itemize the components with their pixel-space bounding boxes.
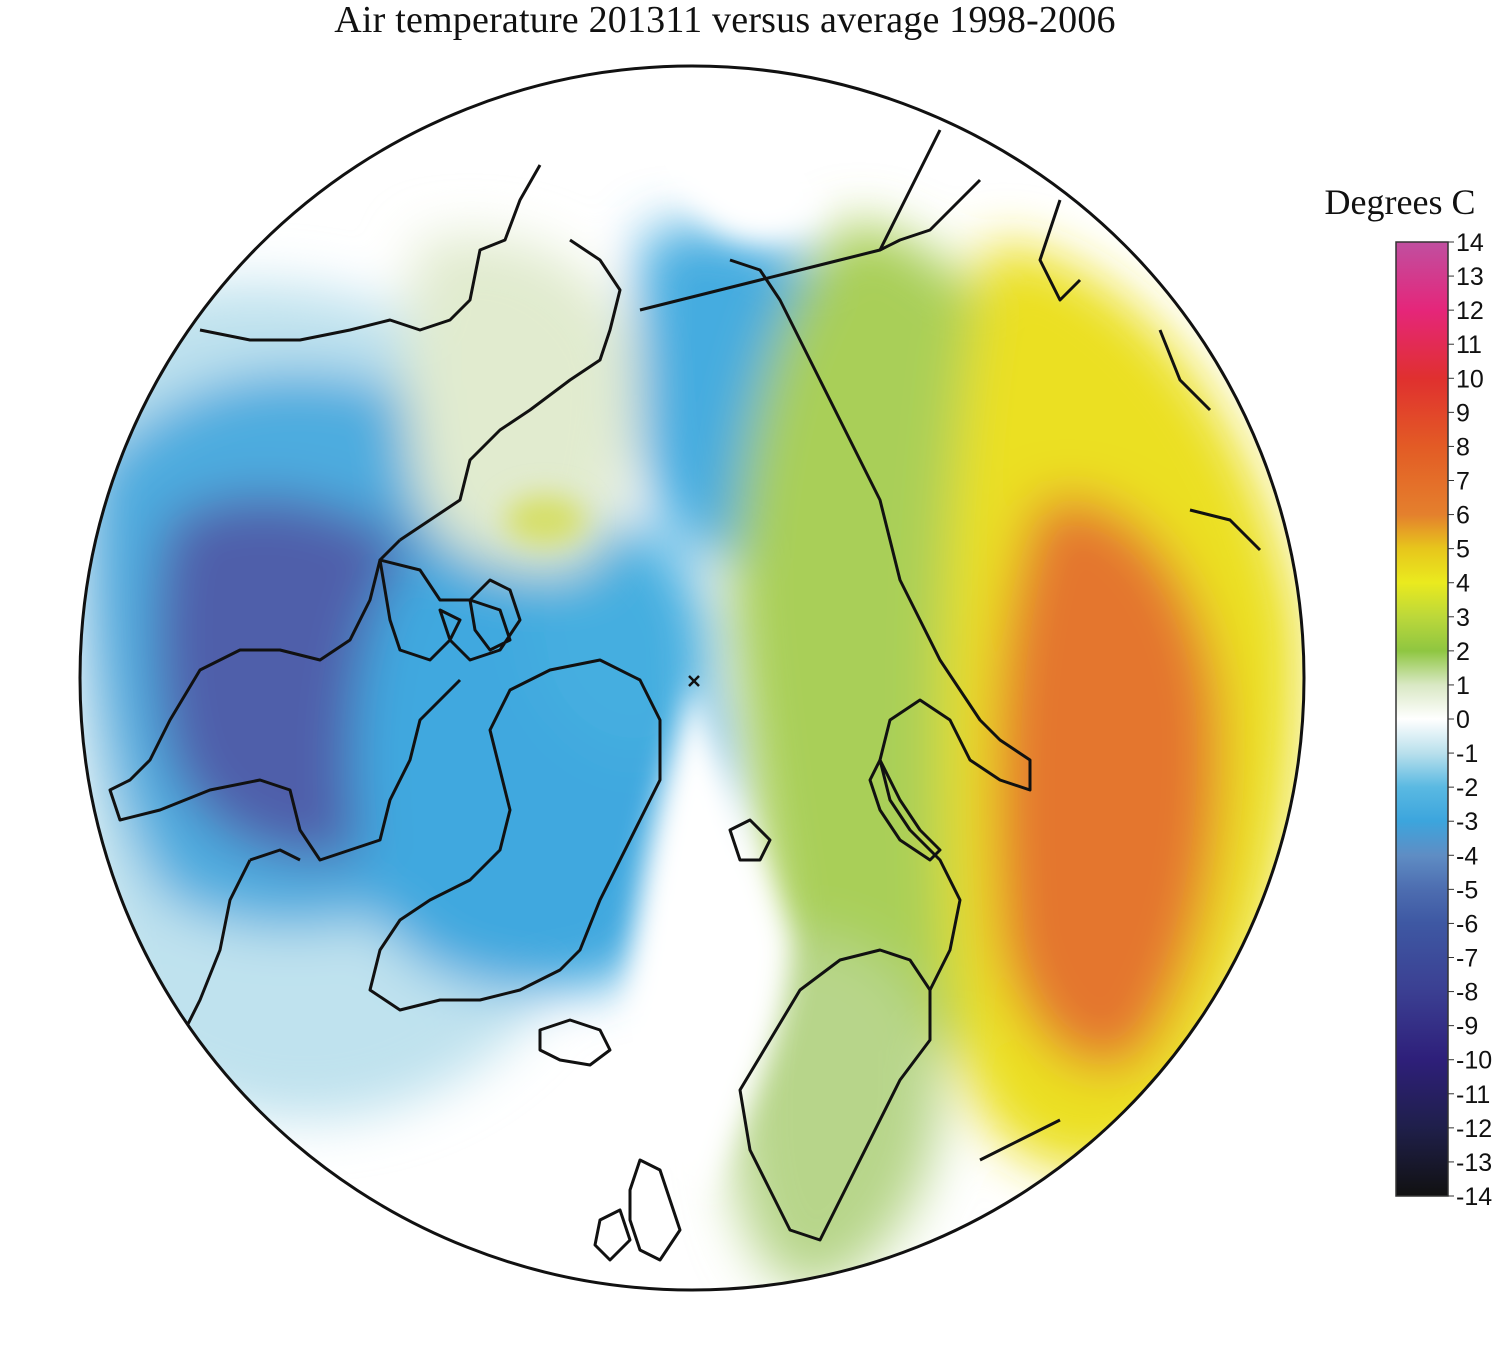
colorbar-tick-label: 4 bbox=[1456, 570, 1470, 598]
colorbar-tick-label: -12 bbox=[1456, 1115, 1492, 1143]
colorbar-tick-label: 10 bbox=[1456, 365, 1484, 393]
map-boundary bbox=[78, 64, 1306, 1292]
coastline-canada bbox=[108, 538, 462, 862]
coastline-svalbard bbox=[728, 818, 772, 862]
colorbar-tick-label: 7 bbox=[1456, 468, 1470, 496]
coastline-russia bbox=[729, 258, 1032, 991]
coastline-british-isles bbox=[593, 1158, 682, 1262]
colorbar: 14131211109876543210-1-2-3-4-5-6-7-8-9-1… bbox=[1395, 230, 1492, 1210]
colorbar-tick-label: -6 bbox=[1456, 910, 1478, 938]
coastline-alaska bbox=[199, 164, 622, 542]
region-orange-core bbox=[994, 496, 1222, 1069]
colorbar-tick-label: 12 bbox=[1456, 297, 1484, 325]
colorbar-ticks: 14131211109876543210-1-2-3-4-5-6-7-8-9-1… bbox=[1448, 230, 1492, 1210]
colorbar-tick-label: 14 bbox=[1456, 230, 1484, 257]
colorbar-tick-label: -8 bbox=[1456, 979, 1478, 1007]
colorbar-tick-label: 13 bbox=[1456, 263, 1484, 291]
colorbar-tick-label: -14 bbox=[1456, 1183, 1492, 1210]
colorbar-gradient bbox=[1395, 241, 1449, 1197]
legend-title: Degrees C bbox=[1324, 182, 1476, 222]
coastline-novaya-zemlya bbox=[868, 758, 942, 862]
colorbar-tick-label: -10 bbox=[1456, 1047, 1492, 1075]
colorbar-tick-label: -3 bbox=[1456, 808, 1478, 836]
colorbar-tick-label: 11 bbox=[1456, 331, 1482, 359]
colorbar-tick-label: 9 bbox=[1456, 399, 1470, 427]
region-neutral-atlantic bbox=[630, 680, 790, 1200]
region-neutral-pacific bbox=[640, 98, 820, 240]
colorbar-tick-label: 2 bbox=[1456, 638, 1470, 666]
region-green-scandinavia bbox=[730, 935, 942, 1290]
coastline-iceland bbox=[538, 1018, 612, 1067]
region-yellow-yukon bbox=[505, 495, 585, 545]
colorbar-tick-label: 0 bbox=[1456, 706, 1470, 734]
colorbar-tick-label: -1 bbox=[1456, 740, 1478, 768]
map-title: Air temperature 201311 versus average 19… bbox=[334, 0, 1116, 41]
colorbar-tick-label: 6 bbox=[1456, 502, 1470, 530]
temperature-field bbox=[80, 66, 1304, 1290]
coastline-hudson-bay bbox=[178, 848, 301, 1041]
colorbar-tick-label: 3 bbox=[1456, 604, 1470, 632]
coastline-scandinavia bbox=[738, 948, 932, 1242]
colorbar-tick-label: -13 bbox=[1456, 1149, 1492, 1177]
colorbar-tick-label: -4 bbox=[1456, 842, 1478, 870]
region-blue-central-arctic bbox=[526, 516, 710, 760]
coastline-greenland bbox=[368, 658, 662, 1012]
colorbar-tick-label: -7 bbox=[1456, 945, 1478, 973]
colorbar-tick-label: -11 bbox=[1456, 1081, 1490, 1109]
colorbar-tick-label: 1 bbox=[1456, 672, 1470, 700]
colorbar-tick-label: 8 bbox=[1456, 433, 1470, 461]
coastline-kamchatka bbox=[878, 129, 942, 251]
colorbar-tick-label: 5 bbox=[1456, 536, 1470, 564]
coastline-chukotka bbox=[639, 178, 982, 312]
colorbar-tick-label: -2 bbox=[1456, 774, 1478, 802]
coastline-archipelago bbox=[378, 558, 522, 662]
north-pole-marker bbox=[688, 675, 700, 687]
colorbar-tick-label: -5 bbox=[1456, 876, 1478, 904]
colorbar-tick-label: -9 bbox=[1456, 1013, 1478, 1041]
